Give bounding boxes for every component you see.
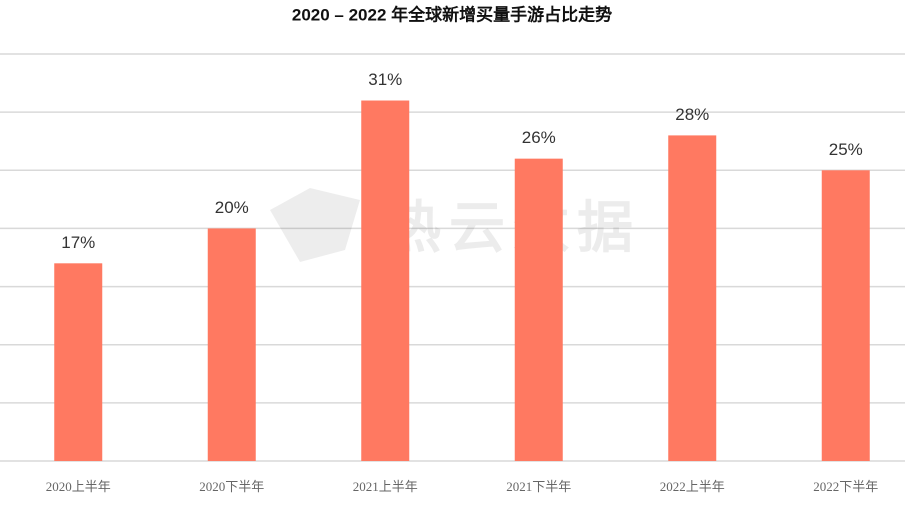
bar	[514, 158, 563, 461]
value-label: 25%	[829, 140, 863, 159]
x-tick-label: 2021下半年	[506, 479, 571, 494]
bar	[207, 228, 256, 461]
watermark: 热云数据	[385, 196, 641, 259]
value-label: 17%	[61, 233, 95, 252]
x-tick-label: 2022上半年	[660, 479, 725, 494]
x-tick-label: 2022下半年	[813, 479, 878, 494]
bar	[668, 135, 717, 461]
x-tick-label: 2020下半年	[199, 479, 264, 494]
value-label: 20%	[215, 198, 249, 217]
bar	[54, 263, 103, 461]
value-label: 26%	[522, 128, 556, 147]
value-label: 28%	[675, 105, 709, 124]
x-tick-label: 2021上半年	[353, 479, 418, 494]
bar	[361, 100, 410, 461]
watermark-logo	[270, 188, 360, 262]
chart-title: 2020 – 2022 年全球新增买量手游占比走势	[292, 4, 612, 24]
value-label: 31%	[368, 70, 402, 89]
x-tick-label: 2020上半年	[46, 479, 111, 494]
bar	[821, 170, 870, 462]
